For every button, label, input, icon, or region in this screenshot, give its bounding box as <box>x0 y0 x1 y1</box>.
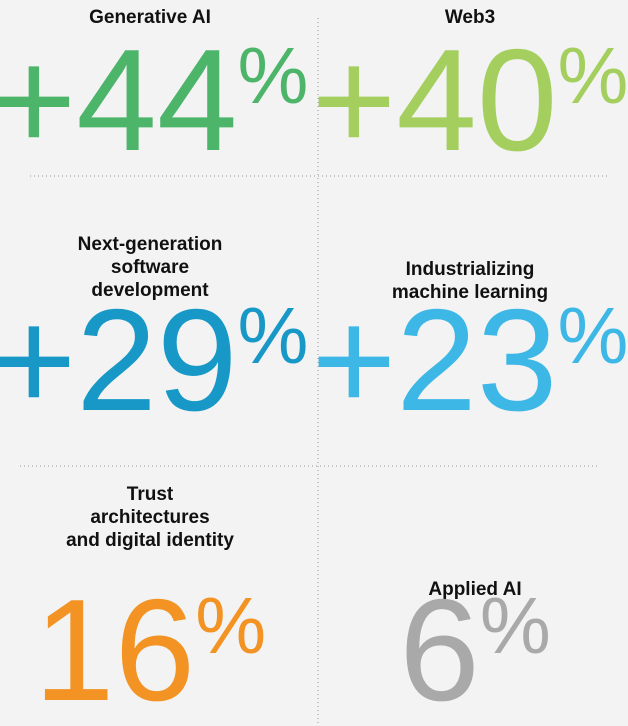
cell-title: development <box>91 280 209 301</box>
stat-value: +44 <box>0 19 238 181</box>
stat: +29% <box>0 279 308 441</box>
stat-unit: % <box>238 291 309 380</box>
cell-title: architectures <box>90 507 209 528</box>
stat-value: +29 <box>0 279 238 441</box>
stat-value: +40 <box>312 19 558 181</box>
stat-value: 16 <box>34 569 195 726</box>
stat-value: +23 <box>312 279 558 441</box>
cell-title: and digital identity <box>66 530 234 551</box>
stat-unit: % <box>558 31 628 120</box>
cell-title: machine learning <box>392 282 548 303</box>
cell-title: Next-generation <box>78 234 223 255</box>
stat-value: 6 <box>399 569 480 726</box>
stat-unit: % <box>480 581 551 670</box>
cell-title: Trust <box>127 484 174 505</box>
cell-title: software <box>111 257 189 278</box>
cell-title: Web3 <box>445 7 495 28</box>
stat: 6% <box>399 569 551 726</box>
stat: +23% <box>312 279 628 441</box>
stat-unit: % <box>238 31 309 120</box>
stat: 16% <box>34 569 266 726</box>
cell-title: Generative AI <box>89 7 211 28</box>
stat: +40% <box>312 19 628 181</box>
stat-unit: % <box>195 581 266 670</box>
cell-title: Applied AI <box>428 579 521 600</box>
stat: +44% <box>0 19 308 181</box>
stat-unit: % <box>558 291 628 380</box>
cell-title: Industrializing <box>406 259 535 280</box>
